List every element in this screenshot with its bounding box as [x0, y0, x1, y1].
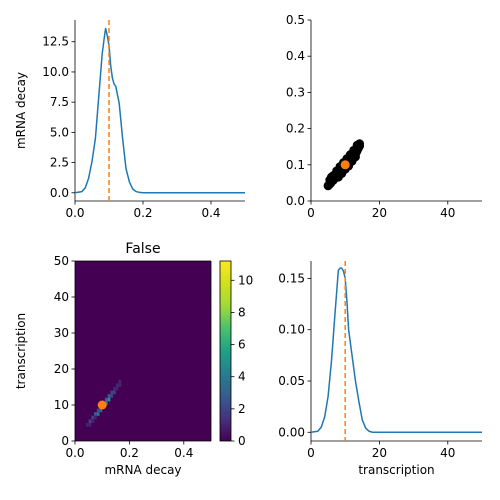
heatmap-cell [113, 387, 116, 391]
colorbar-tick-label: 0 [238, 434, 246, 448]
y-tick-label: 20 [54, 362, 69, 376]
y-tick-label: 7.5 [50, 95, 69, 109]
panel-bottom-left-heatmap: 0 2 4 6 8 10 0.0 0.2 0.4 0 10 20 30 40 50 mRNA decay tra… [14, 241, 253, 477]
y-tick-label: 0.0 [50, 186, 69, 200]
y-axis-label: transcription [14, 313, 28, 389]
heatmap-cell [99, 408, 103, 413]
y-tick-label: 30 [54, 326, 69, 340]
y-tick-label: 10.0 [42, 65, 69, 79]
heatmap-cell [91, 419, 95, 423]
x-tick-label: 20 [372, 206, 387, 220]
x-tick-label: 0 [307, 206, 315, 220]
y-tick-label: 0.3 [286, 85, 305, 99]
highlight-point [97, 400, 107, 410]
y-tick-label: 0.2 [286, 122, 305, 136]
colorbar-tick-label: 2 [238, 402, 246, 416]
y-tick-label: 5.0 [50, 125, 69, 139]
y-tick-label: 0.4 [286, 49, 305, 63]
x-tick-label: 0.0 [65, 446, 84, 460]
x-axis-label: mRNA decay [104, 463, 181, 477]
colorbar-tick-label: 6 [238, 338, 246, 352]
y-tick-label: 0.05 [278, 374, 305, 388]
y-tick-label: 2.5 [50, 156, 69, 170]
x-tick-label: 40 [440, 446, 455, 460]
y-tick-label: 12.5 [42, 35, 69, 49]
y-tick-label: 0.1 [286, 158, 305, 172]
y-tick-label: 0.5 [286, 13, 305, 27]
heatmap-cell [104, 397, 108, 402]
colorbar-tick-label: 4 [238, 370, 246, 384]
heatmap-cell [113, 390, 116, 395]
heatmap-cell [110, 394, 114, 398]
heatmap-cell [96, 408, 100, 413]
x-tick-label: 0.2 [120, 446, 139, 460]
scatter-point [325, 175, 335, 185]
heatmap-cell [96, 412, 100, 416]
y-tick-label: 0.0 [286, 194, 305, 208]
heatmap-cell [107, 397, 111, 402]
scatter-point [350, 152, 360, 162]
heatmap-cell [91, 415, 95, 420]
y-tick-label: 40 [54, 290, 69, 304]
heatmap-cell [110, 390, 114, 395]
heatmap-cell [107, 394, 111, 398]
y-tick-label: 0 [61, 434, 69, 448]
x-tick-label: 0.2 [133, 206, 152, 220]
highlight-point [340, 160, 350, 170]
panel-top-right-scatter: 0 20 40 0.0 0.1 0.2 0.3 0.4 0.5 [286, 13, 482, 220]
density-line [310, 267, 482, 434]
heatmap-cell [85, 423, 89, 427]
x-tick-label: 40 [440, 206, 455, 220]
heatmap-cell [115, 387, 119, 391]
x-tick-label: 0 [307, 446, 315, 460]
heatmap-cell [94, 412, 97, 416]
colorbar-tick-label: 8 [238, 305, 246, 319]
heatmap-cell [88, 423, 92, 427]
heatmap-cell [88, 419, 92, 423]
colorbar [219, 260, 232, 442]
x-tick-label: 0.4 [201, 206, 220, 220]
x-tick-label: 0.0 [65, 206, 84, 220]
y-axis-label: mRNA decay [14, 72, 28, 149]
y-tick-label: 50 [54, 254, 69, 268]
heatmap-cell [115, 383, 119, 387]
density-line [74, 27, 245, 194]
y-tick-label: 0.15 [278, 271, 305, 285]
x-tick-label: 0.4 [174, 446, 193, 460]
panel-top-left-density: 0.0 0.2 0.4 0.0 2.5 5.0 7.5 10.0 12.5 mRNA decay [14, 20, 245, 220]
x-axis-label: transcription [358, 463, 434, 477]
y-tick-label: 0.10 [278, 323, 305, 337]
heatmap-cell [118, 379, 122, 384]
heatmap-cell [118, 383, 122, 387]
panel-title: False [125, 241, 160, 257]
y-tick-label: 10 [54, 398, 69, 412]
panel-bottom-right-density: 0 20 40 0.00 0.05 0.10 0.15 transcription [278, 261, 482, 477]
colorbar-tick-label: 10 [238, 273, 253, 287]
heatmap-cell [94, 415, 97, 420]
x-tick-label: 20 [372, 446, 387, 460]
y-tick-label: 0.00 [278, 425, 305, 439]
